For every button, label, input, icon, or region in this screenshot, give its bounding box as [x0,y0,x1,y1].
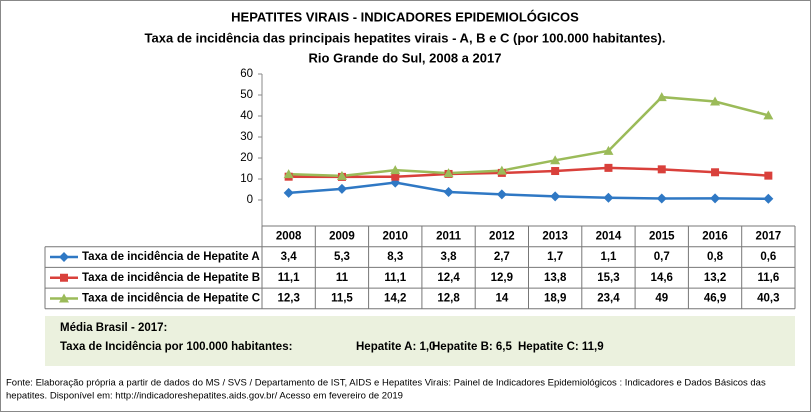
x-tick-label: 2013 [542,230,568,242]
point [391,172,400,181]
table-value: 0,6 [760,251,776,263]
x-tick-label: 2017 [756,230,782,242]
note-lead: Taxa de Incidência por 100.000 habitante… [60,341,292,353]
series-line [288,95,769,178]
table-value: 15,3 [597,272,619,284]
y-tick-label: 60 [240,68,253,80]
point [390,165,401,175]
note-item: Hepatite A: 1,0 [356,341,435,353]
point [336,183,347,194]
note-item: Hepatite B: 6,5 [432,341,512,353]
point [603,145,614,155]
series-line [288,181,769,200]
y-tick-label: 30 [240,131,253,143]
legend-marker [59,293,69,303]
point [496,189,507,200]
point [763,193,774,204]
table-value: 49 [655,292,668,304]
table-value: 11,1 [278,272,300,284]
y-tick-label: 0 [247,194,253,206]
point [656,193,667,204]
table-value: 23,4 [597,292,620,304]
table-value: 40,3 [757,292,779,304]
table-value: 18,9 [544,292,566,304]
table-value: 1,1 [600,251,617,263]
point [710,193,721,204]
point [283,169,294,179]
table-value: 0,7 [654,251,670,263]
legend-label: Taxa de incidência de Hepatite A [82,251,260,263]
point [763,110,774,120]
x-tick-label: 2009 [329,230,355,242]
chart-subtitle: Rio Grande do Sul, 2008 a 2017 [309,50,502,65]
note-box [45,316,795,366]
point [550,191,561,202]
table-value: 13,8 [544,272,567,284]
table-value: 1,7 [547,251,563,263]
y-tick-label: 20 [240,152,253,164]
table-value: 8,3 [387,251,403,263]
table-value: 11,1 [384,272,406,284]
table-value: 5,3 [334,251,350,263]
note-item: Hepatite C: 11,9 [518,341,604,353]
legend-marker [59,252,69,263]
x-tick-label: 2010 [382,230,408,242]
point [764,171,773,180]
point [443,187,454,198]
point [711,168,720,177]
x-tick-label: 2016 [702,230,728,242]
x-tick-label: 2015 [649,230,675,242]
table-value: 12,9 [491,272,513,284]
y-tick-label: 40 [240,110,253,122]
point [551,167,560,176]
table-value: 3,4 [281,251,298,263]
point [603,192,614,203]
point [656,92,667,102]
x-tick-label: 2014 [596,230,622,242]
point [496,165,507,175]
legend-marker [60,273,68,282]
x-tick-label: 2011 [436,230,462,242]
point [604,163,613,172]
chart-title: HEPATITES VIRAIS - INDICADORES EPIDEMIOL… [231,9,579,24]
table-value: 11,6 [757,272,779,284]
table-value: 3,8 [441,251,458,263]
y-tick-label: 10 [240,173,253,185]
point [443,168,454,178]
point [710,96,721,106]
x-tick-label: 2008 [276,230,302,242]
point [283,187,294,198]
point [336,170,347,180]
point [550,155,561,165]
source: Fonte: Elaboração própria a partir de da… [6,378,766,389]
chart-subtitle: Taxa de incidência das principais hepati… [145,30,666,45]
note-heading: Média Brasil - 2017: [60,322,167,334]
table-value: 12,3 [277,292,299,304]
point [657,165,666,174]
table-value: 0,8 [707,251,724,263]
table-value: 11,5 [331,292,353,304]
legend-label: Taxa de incidência de Hepatite B [82,272,260,284]
table-value: 12,8 [437,292,460,304]
table-value: 14,2 [384,292,406,304]
table-value: 11 [336,272,349,284]
table-value: 2,7 [494,251,510,263]
y-tick-label: 50 [240,89,253,101]
table-value: 14 [495,292,508,304]
table-value: 12,4 [437,272,460,284]
table-value: 13,2 [704,272,726,284]
table-value: 46,9 [704,292,726,304]
series-line [288,166,769,179]
table-value: 14,6 [651,272,673,284]
source: hepatites. Disponível em: http://indicad… [6,391,403,402]
legend-label: Taxa de incidência de Hepatite C [82,292,260,304]
x-tick-label: 2012 [489,230,515,242]
